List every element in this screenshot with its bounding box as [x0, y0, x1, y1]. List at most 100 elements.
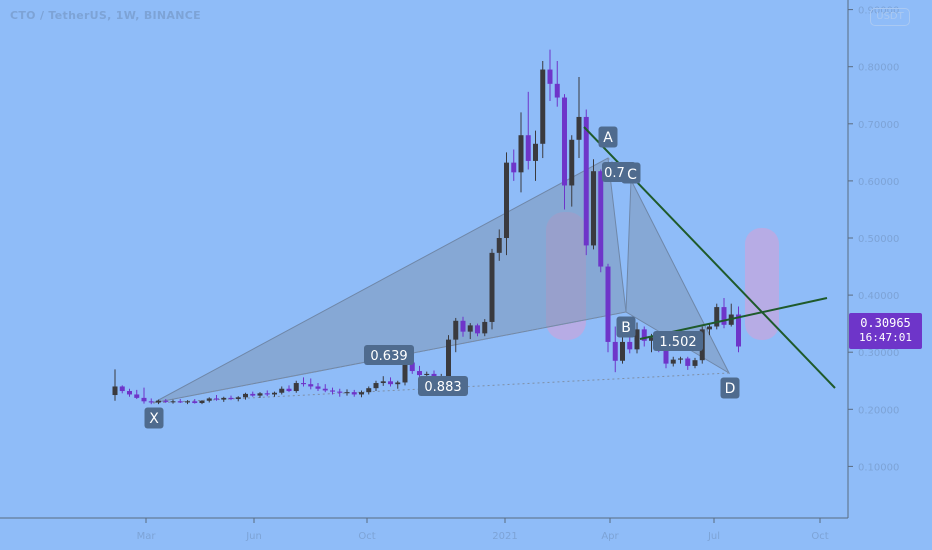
candle-body	[206, 398, 212, 401]
price-tick-label: 0.70000	[858, 120, 899, 131]
candle-body	[257, 393, 263, 396]
candle-body	[431, 373, 437, 377]
candle-body	[678, 358, 683, 360]
ratio-label-bcd: 1.502	[659, 335, 696, 350]
ratio-label-xad-box	[418, 376, 468, 396]
ratio-label-xab: 0.639	[370, 349, 407, 364]
current-price-tag: 0.30965 16:47:01	[849, 313, 922, 349]
candle-body	[141, 397, 147, 402]
point-label-b-box	[616, 316, 636, 338]
point-label-c-top: C	[627, 167, 637, 183]
candle-body	[453, 320, 459, 340]
point-label-x-box	[144, 407, 164, 429]
candle-body	[569, 139, 575, 186]
candle-body	[736, 314, 741, 347]
price-tick-label: 0.40000	[858, 291, 899, 302]
candle-body	[388, 381, 393, 385]
candle-body	[482, 321, 488, 334]
candle-body	[177, 401, 183, 403]
time-tick-label: 2021	[492, 531, 517, 542]
point-label-d: D	[725, 381, 736, 397]
candle-body	[721, 307, 727, 325]
candle-body	[663, 347, 669, 364]
time-tick-label: Apr	[601, 531, 619, 542]
candle-body	[228, 397, 234, 400]
candle-body	[156, 400, 161, 403]
candle-body	[301, 383, 306, 385]
point-label-b: B	[621, 320, 631, 336]
point-label-x: X	[149, 411, 159, 427]
candle-body	[185, 401, 190, 403]
candle-body	[286, 388, 292, 392]
candle-body	[395, 382, 401, 385]
candle-body	[460, 320, 466, 332]
candle-body	[199, 400, 205, 404]
candle-body	[641, 329, 647, 341]
candle-body	[547, 69, 553, 84]
candle-body	[489, 252, 495, 322]
candle-body	[670, 359, 676, 364]
ratio-label-xab-box	[364, 345, 414, 365]
candle-body	[576, 116, 582, 140]
candle-body	[235, 397, 241, 400]
candle-body	[221, 397, 227, 400]
candle-body	[634, 329, 640, 350]
candle-body	[612, 341, 618, 361]
harmonic-pattern-group	[152, 157, 731, 404]
candle-body	[315, 386, 321, 389]
axes-group: 0.10000 0.20000 0.30000 0.40000 0.50000 0.600…	[0, 0, 899, 542]
point-label-a-box	[598, 126, 618, 148]
candle-body	[540, 69, 546, 144]
candle-body	[330, 390, 335, 392]
candle-body	[293, 383, 299, 392]
point-label-c-top-box	[624, 165, 640, 183]
candle-body	[148, 401, 154, 403]
candle-body	[243, 393, 248, 398]
candle-body	[214, 398, 219, 400]
candle-body	[417, 371, 422, 376]
candle-body	[380, 381, 386, 384]
candle-body	[475, 325, 480, 334]
candle-body	[518, 135, 524, 173]
price-tick-label: 0.10000	[858, 462, 899, 473]
candle-body	[620, 341, 625, 361]
candle-body	[714, 307, 720, 327]
candle-body	[192, 401, 198, 404]
candle-body	[511, 162, 517, 173]
point-label-a: A	[603, 130, 613, 146]
candle-body	[525, 135, 531, 161]
price-tick-label: 0.80000	[858, 63, 899, 74]
time-tick-label: Mar	[137, 531, 157, 542]
candle-body	[692, 360, 698, 366]
candle-body	[446, 339, 451, 377]
candle-body	[598, 171, 604, 267]
pattern-xab-triangle	[152, 157, 627, 404]
candle-body	[170, 401, 176, 403]
candle-body	[504, 162, 509, 238]
candle-body	[605, 266, 611, 342]
candle-body	[272, 392, 277, 395]
candle-body	[409, 362, 415, 372]
currency-button[interactable]: USDT	[870, 8, 910, 26]
point-label-d-box	[720, 377, 740, 399]
candle-body	[562, 97, 567, 186]
candle-body	[359, 392, 364, 395]
candle-body	[554, 83, 560, 98]
candle-body	[279, 388, 285, 393]
candle-body	[424, 373, 430, 376]
time-tick-label: Jun	[245, 531, 262, 542]
candle-body	[119, 386, 125, 392]
time-tick-label: Oct	[358, 531, 375, 542]
candle-body	[591, 171, 596, 246]
candle-body	[308, 384, 314, 387]
candle-body	[496, 238, 502, 253]
candle-body	[322, 388, 328, 391]
candle-body	[351, 392, 357, 395]
candle-body	[366, 388, 372, 393]
candle-body	[583, 116, 589, 246]
candle-body	[127, 391, 132, 395]
candle-body	[163, 400, 169, 402]
price-tick-label: 0.20000	[858, 405, 899, 416]
